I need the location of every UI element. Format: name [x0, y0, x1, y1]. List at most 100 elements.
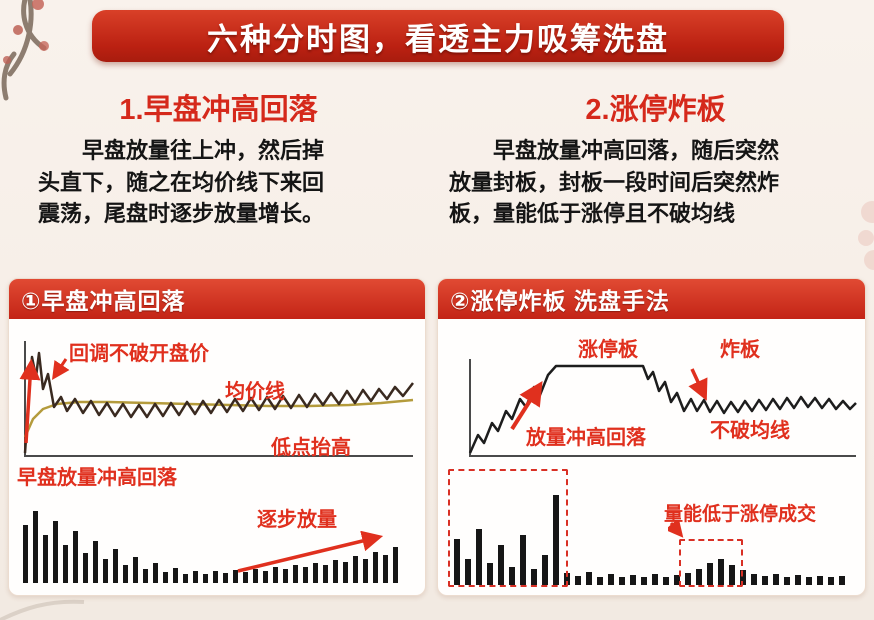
intraday-line-chart-2 — [468, 359, 857, 457]
label-low-volume: 量能低于涨停成交 — [664, 504, 817, 525]
volume-bar — [828, 577, 834, 585]
volume-bar — [73, 531, 78, 583]
label-morning-surge: 早盘放量冲高回落 — [17, 467, 177, 489]
volume-bar — [63, 545, 68, 583]
volume-bar — [133, 557, 138, 583]
volume-bar — [718, 559, 724, 585]
label-pullback: 回调不破开盘价 — [69, 343, 209, 365]
title-banner: 六种分时图，看透主力吸筹洗盘 — [92, 10, 784, 62]
volume-bar — [43, 535, 48, 583]
section-2-heading: 2.涨停炸板 — [585, 94, 726, 126]
volume-bar — [751, 574, 757, 585]
volume-bar — [608, 574, 614, 585]
axis — [469, 359, 856, 457]
volume-bar — [498, 545, 504, 585]
label-average-line: 均价线 — [225, 381, 285, 403]
section-limit-break: 2.涨停炸板 早盘放量冲高回落，随后突然放量封板，封板一段时间后突然炸板，量能低… — [437, 94, 874, 229]
volume-bar — [203, 574, 208, 583]
volume-bar — [343, 562, 348, 583]
volume-bar — [542, 555, 548, 585]
volume-bar — [520, 535, 526, 585]
intraday-line-chart-1 — [19, 341, 414, 457]
volume-bar — [173, 568, 178, 583]
section-1-body: 早盘放量往上冲，然后掉头直下，随之在均价线下来回震荡，尾盘时逐步放量增长。 — [38, 138, 325, 226]
label-board-break: 炸板 — [720, 339, 760, 361]
section-1-heading: 1.早盘冲高回落 — [119, 94, 318, 126]
volume-bar — [773, 574, 779, 585]
volume-bar — [193, 571, 198, 583]
volume-bar — [373, 552, 378, 583]
volume-bar — [143, 569, 148, 583]
label-volume-rally: 放量冲高回落 — [526, 427, 646, 449]
volume-bar — [465, 559, 471, 585]
panel-1-title: ①早盘冲高回落 — [21, 288, 186, 314]
volume-bar — [163, 572, 168, 583]
volume-bar — [353, 556, 358, 583]
volume-bar — [696, 569, 702, 585]
volume-bar — [619, 577, 625, 585]
volume-bar — [213, 571, 218, 583]
volume-bar — [641, 577, 647, 585]
section-2-body: 早盘放量冲高回落，随后突然放量封板，封板一段时间后突然炸板，量能低于涨停且不破均… — [449, 138, 780, 226]
volume-bar — [553, 495, 559, 585]
volume-bar — [363, 559, 368, 583]
volume-bar — [762, 576, 768, 585]
volume-bar — [784, 577, 790, 585]
volume-bar — [575, 576, 581, 585]
intro-row: 1.早盘冲高回落 早盘放量往上冲，然后掉头直下，随之在均价线下来回震荡，尾盘时逐… — [0, 94, 874, 229]
volume-bar — [839, 576, 845, 585]
volume-bar — [313, 563, 318, 583]
rally-up-arrow — [510, 380, 543, 431]
volume-bar — [83, 553, 88, 583]
volume-bar — [509, 567, 515, 585]
volume-bar — [806, 577, 812, 585]
volume-bar — [817, 576, 823, 585]
volume-bar — [243, 572, 248, 583]
volume-bar — [153, 563, 158, 583]
volume-bar — [586, 572, 592, 585]
volume-highlight-box-low — [679, 539, 743, 587]
volume-bar — [293, 565, 298, 583]
volume-bar — [333, 560, 338, 583]
volume-bar — [303, 567, 308, 583]
section-morning-spike: 1.早盘冲高回落 早盘放量往上冲，然后掉头直下，随之在均价线下来回震荡，尾盘时逐… — [0, 94, 437, 229]
volume-bar — [263, 571, 268, 583]
volume-bar — [253, 569, 258, 583]
panel-1-body: 回调不破开盘价 均价线 低点抬高 早盘放量冲高回落 逐步放量 — [9, 319, 425, 595]
volume-bar — [23, 525, 28, 583]
volume-bar — [454, 539, 460, 585]
page-title: 六种分时图，看透主力吸筹洗盘 — [207, 21, 669, 57]
volume-bar — [53, 521, 58, 583]
panel-2-header: ②涨停炸板 洗盘手法 — [438, 279, 865, 319]
rising-volume-arrow — [237, 531, 384, 573]
volume-bar — [531, 569, 537, 585]
panel-2-title: ②涨停炸板 洗盘手法 — [450, 288, 670, 314]
volume-bar — [283, 569, 288, 583]
average-price-line — [23, 398, 414, 438]
volume-bar — [323, 565, 328, 583]
volume-bar — [383, 555, 388, 583]
volume-bar — [652, 574, 658, 585]
volume-bar — [476, 529, 482, 585]
volume-bar — [663, 577, 669, 585]
volume-bar — [233, 570, 238, 583]
chart-panel-limit-break: ②涨停炸板 洗盘手法 涨停板 炸板 不破均线 放量冲高 — [437, 278, 866, 596]
volume-bar — [103, 559, 108, 583]
volume-bar — [685, 573, 691, 585]
label-limit-up: 涨停板 — [578, 339, 638, 361]
chart-panel-morning-spike: ①早盘冲高回落 回调不破开盘价 均价线 低点抬高 — [8, 278, 426, 596]
volume-bar — [273, 567, 278, 583]
volume-bar — [729, 565, 735, 585]
volume-bar — [393, 547, 398, 583]
panel-1-header: ①早盘冲高回落 — [9, 279, 425, 319]
price-line — [23, 351, 414, 454]
break-down-arrow — [688, 368, 708, 401]
volume-highlight-box-open — [448, 469, 568, 587]
volume-bar — [183, 574, 188, 583]
label-hold-average: 不破均线 — [710, 420, 790, 442]
volume-bar — [630, 575, 636, 585]
volume-bar — [740, 570, 746, 585]
volume-bar — [223, 573, 228, 583]
volume-bar — [93, 541, 98, 583]
